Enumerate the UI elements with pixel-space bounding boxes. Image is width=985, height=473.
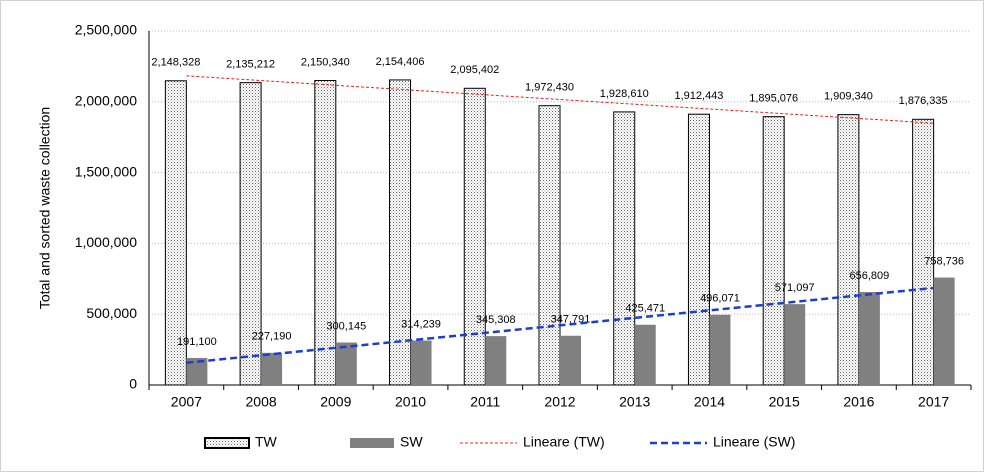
trendline — [186, 286, 934, 365]
x-tick-label: 2017 — [918, 394, 949, 410]
x-tick-label: 2011 — [470, 394, 500, 410]
y-axis-title: Total and sorted waste collection — [37, 107, 53, 309]
legend-swatch — [204, 437, 250, 449]
data-label: 314,239 — [401, 318, 441, 330]
bar — [762, 116, 785, 386]
bar — [485, 336, 507, 385]
bar — [538, 105, 561, 386]
data-label: 1,928,610 — [600, 88, 649, 100]
bar — [560, 335, 581, 385]
legend-label: Lineare (TW) — [523, 434, 605, 450]
x-tick-label: 2007 — [171, 394, 202, 410]
data-label: 571,097 — [775, 282, 815, 294]
y-tick-label: 1,500,000 — [75, 163, 137, 179]
bar — [186, 357, 208, 385]
bar — [912, 118, 935, 386]
x-tick-label: 2012 — [544, 394, 575, 410]
bar — [933, 277, 955, 385]
data-label: 1,909,340 — [824, 91, 873, 103]
bar — [314, 80, 337, 386]
data-label: 1,912,443 — [674, 90, 723, 102]
legend-label: Lineare (SW) — [713, 434, 795, 450]
y-tick-label: 2,000,000 — [75, 93, 137, 109]
bar — [784, 304, 806, 385]
x-tick-label: 2010 — [395, 394, 426, 410]
data-label: 300,145 — [326, 320, 366, 332]
bar — [410, 340, 432, 385]
data-label: 1,895,076 — [749, 93, 798, 105]
bar — [463, 87, 486, 386]
x-tick-label: 2015 — [769, 394, 800, 410]
data-label: 227,190 — [252, 331, 292, 343]
y-tick-label: 0 — [129, 376, 137, 392]
y-tick-label: 500,000 — [86, 305, 137, 321]
bar — [261, 352, 283, 385]
bar — [709, 314, 731, 385]
data-label: 2,135,212 — [226, 59, 275, 71]
bar — [687, 113, 710, 386]
legend-label: TW — [255, 434, 278, 450]
legend-swatch — [350, 438, 394, 448]
x-tick-label: 2014 — [694, 394, 725, 410]
data-label: 2,148,328 — [151, 57, 200, 69]
x-tick-label: 2013 — [619, 394, 650, 410]
data-label: 1,876,335 — [899, 95, 948, 107]
bar — [837, 114, 860, 386]
legend-label: SW — [400, 434, 423, 450]
data-label: 758,736 — [924, 255, 964, 267]
data-label: 425,471 — [625, 303, 665, 315]
bar — [335, 342, 357, 385]
bar — [613, 111, 636, 386]
bar — [389, 79, 412, 386]
x-tick-label: 2016 — [843, 394, 874, 410]
bar — [634, 324, 656, 385]
data-label: 1,972,430 — [525, 82, 574, 94]
data-label: 2,150,340 — [301, 56, 350, 68]
data-label: 656,809 — [850, 270, 890, 282]
data-label: 191,100 — [177, 336, 217, 348]
data-label: 496,071 — [700, 293, 740, 305]
x-tick-label: 2009 — [320, 394, 351, 410]
y-tick-label: 2,500,000 — [75, 22, 137, 38]
bar — [164, 80, 187, 386]
data-label: 2,154,406 — [376, 56, 425, 68]
bar — [858, 291, 880, 385]
x-tick-label: 2008 — [246, 394, 277, 410]
bar — [239, 82, 262, 386]
y-tick-label: 1,000,000 — [75, 234, 137, 250]
data-label: 345,308 — [476, 314, 516, 326]
data-label: 2,095,402 — [450, 64, 499, 76]
